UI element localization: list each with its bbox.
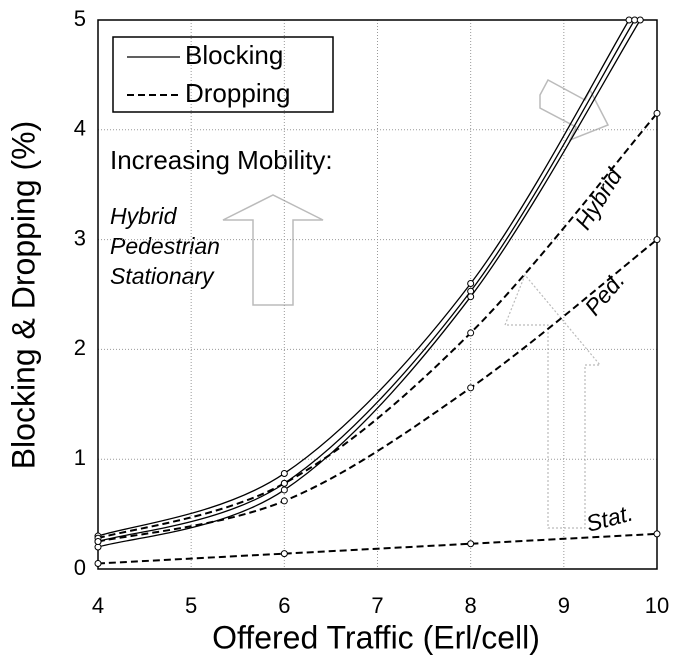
y-tick-label: 3 — [74, 225, 86, 250]
x-tick-label: 8 — [465, 593, 477, 618]
series-line — [97, 19, 630, 537]
data-point — [94, 560, 102, 568]
data-point — [280, 550, 288, 558]
annotation: Hybrid — [110, 203, 178, 229]
annotation: Pedestrian — [110, 233, 220, 259]
data-point — [467, 293, 475, 301]
y-tick-label: 0 — [74, 555, 86, 580]
y-tick-label: 5 — [74, 6, 86, 31]
data-point — [467, 280, 475, 288]
y-tick-label: 4 — [74, 116, 86, 141]
series-label: Stat. — [583, 499, 635, 536]
y-tick-label: 2 — [74, 335, 86, 360]
series-line — [97, 19, 636, 543]
data-point — [653, 530, 661, 538]
data-point — [280, 479, 288, 487]
series-line — [97, 238, 658, 543]
mobility-arrow — [539, 78, 610, 142]
y-tick-label: 1 — [74, 445, 86, 470]
annotation: Increasing Mobility: — [110, 145, 333, 175]
legend-label: Blocking — [185, 40, 283, 70]
series-line — [97, 532, 658, 565]
x-tick-label: 7 — [371, 593, 383, 618]
data-point — [280, 497, 288, 505]
x-tick-label: 4 — [92, 593, 104, 618]
x-tick-label: 10 — [645, 593, 669, 618]
data-point — [467, 329, 475, 337]
mobility-arrow — [222, 194, 324, 306]
series-label: Hybrid — [570, 163, 628, 234]
series-line — [97, 112, 658, 540]
x-tick-label: 6 — [278, 593, 290, 618]
data-point — [280, 469, 288, 477]
legend-box — [112, 36, 334, 113]
data-point — [653, 236, 661, 244]
mobility-arrow — [504, 273, 602, 529]
series-line — [97, 19, 641, 548]
plot-frame — [97, 19, 658, 570]
data-point — [94, 538, 102, 546]
legend-label: Dropping — [185, 78, 291, 108]
data-point — [636, 16, 644, 24]
data-point — [467, 540, 475, 548]
x-tick-label: 5 — [185, 593, 197, 618]
data-point — [653, 109, 661, 117]
data-point — [467, 384, 475, 392]
y-axis-label: Blocking & Dropping (%) — [5, 121, 41, 470]
annotation: Stationary — [110, 263, 215, 289]
data-point — [280, 486, 288, 494]
series-label: Ped. — [579, 267, 629, 320]
x-tick-label: 9 — [558, 593, 570, 618]
x-axis-label: Offered Traffic (Erl/cell) — [212, 619, 540, 655]
